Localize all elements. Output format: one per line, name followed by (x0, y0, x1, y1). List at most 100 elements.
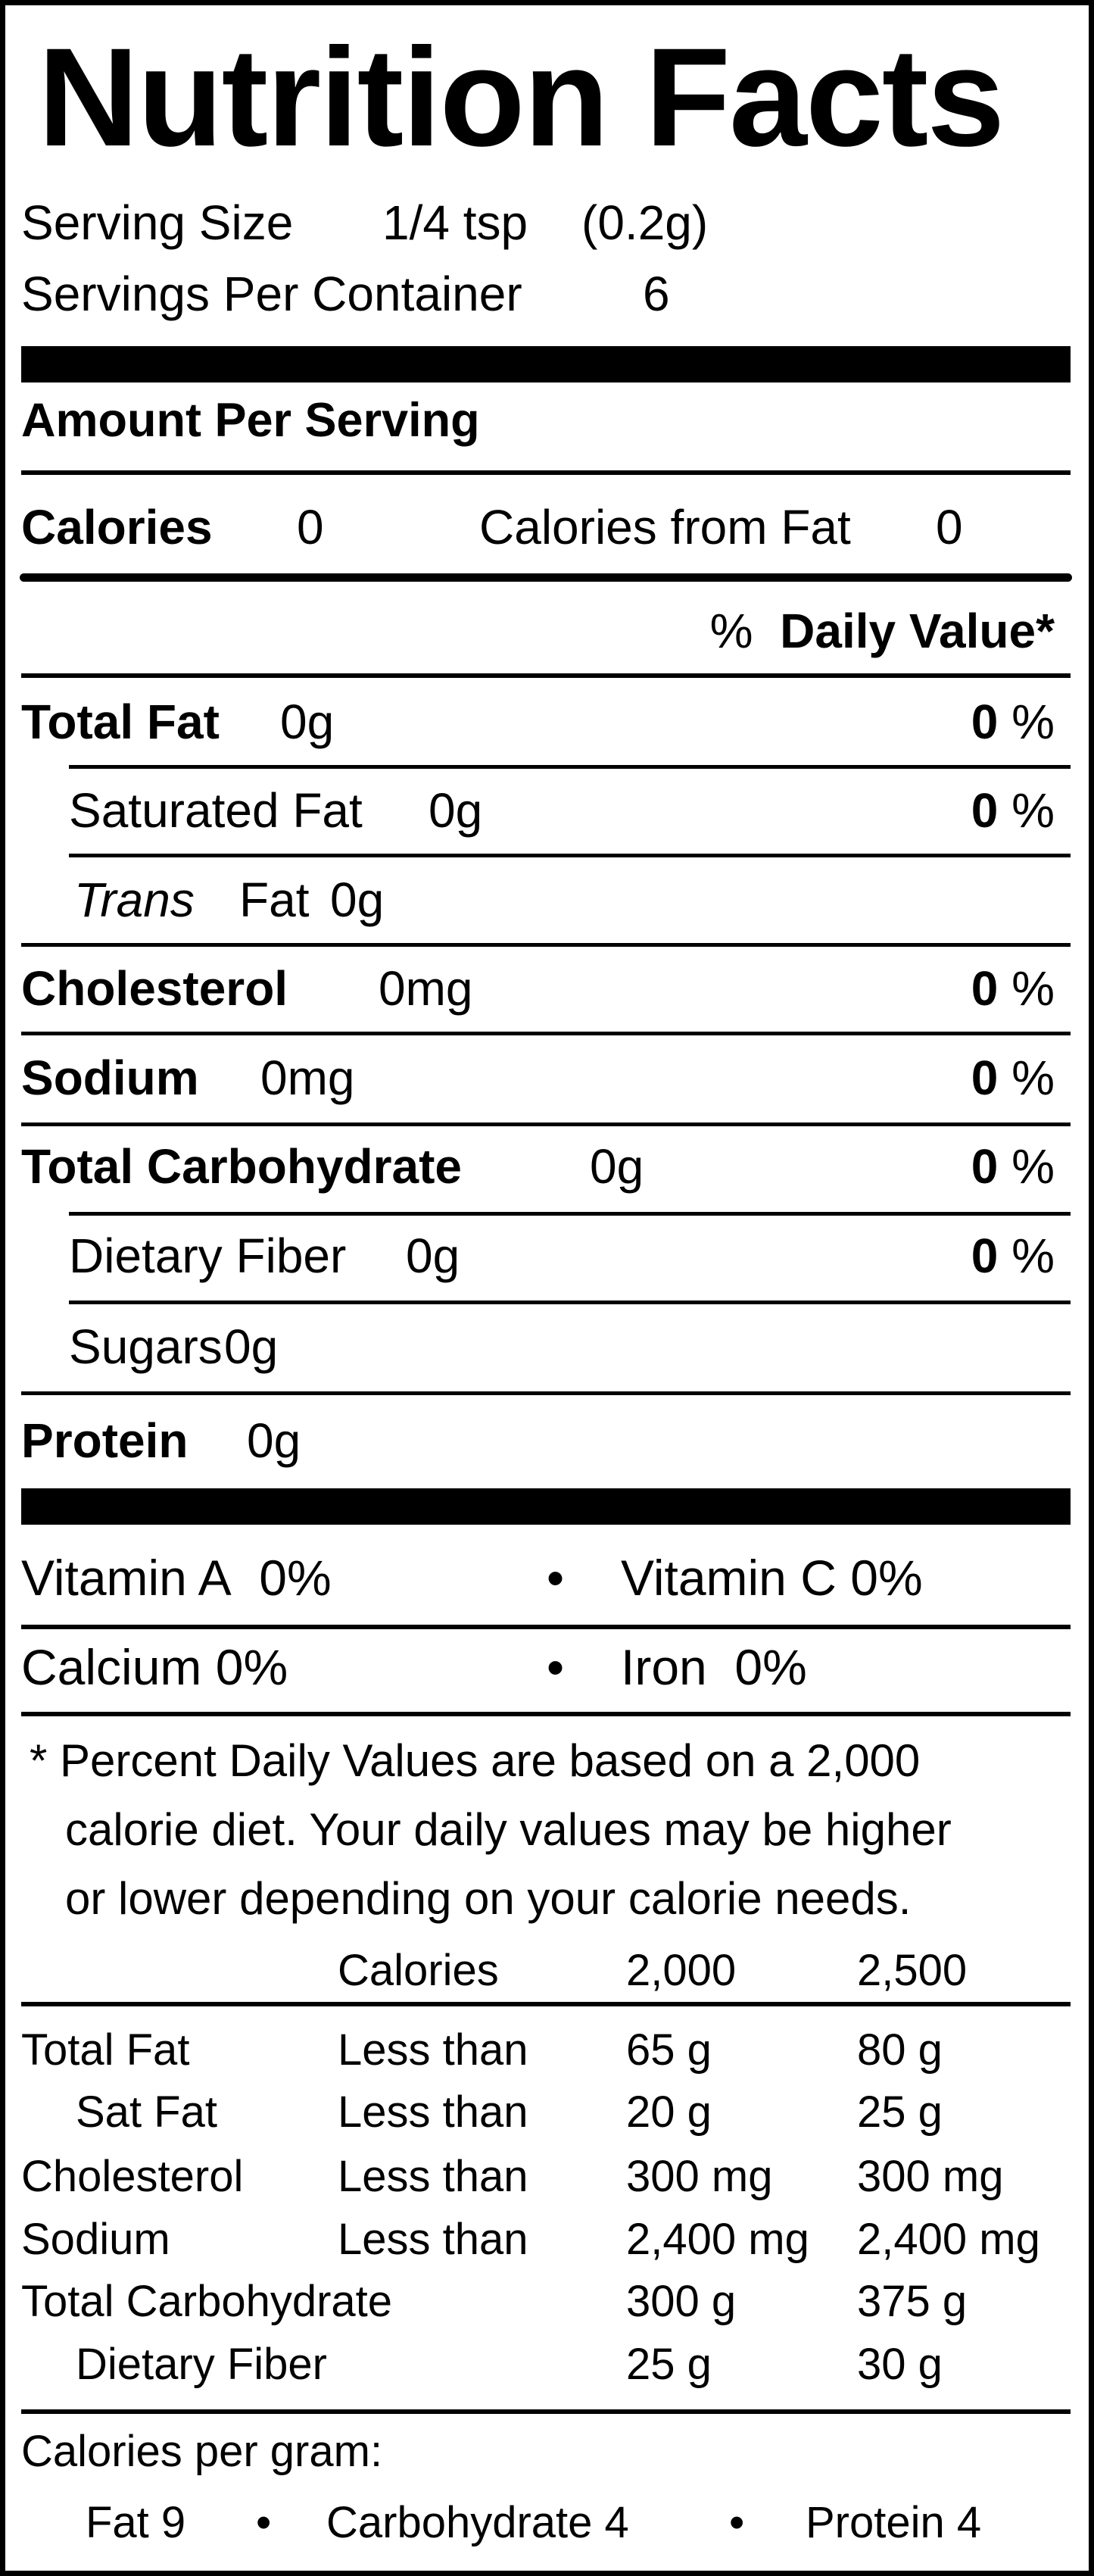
daily-value-header: % Daily Value* (710, 607, 1055, 655)
iron: Iron 0% (621, 1642, 807, 1692)
dv-unit: % (1011, 783, 1055, 838)
calories-per-gram-fat: Fat 9 (86, 2498, 186, 2547)
nutrient-amount-trans-fat: 0g (330, 873, 385, 927)
ref-row-qualifier: Less than (338, 2215, 528, 2264)
serving-size-label: Serving Size (21, 195, 294, 250)
vitamin-name: Calcium (21, 1639, 202, 1695)
divider (21, 2002, 1071, 2006)
thick-divider (21, 1488, 1071, 1525)
dv-sodium: 0 % (971, 1054, 1055, 1102)
ref-row-2000: 300 mg (626, 2152, 773, 2201)
dv-dietary-fiber: 0 % (971, 1232, 1055, 1280)
nutrient-amount-dietary-fiber: 0g (406, 1229, 460, 1283)
ref-row-2500: 80 g (857, 2025, 943, 2075)
divider (21, 1391, 1071, 1395)
nutrient-amount-total-fat: 0g (280, 695, 335, 749)
ref-row-qualifier: Less than (338, 2152, 528, 2201)
divider (21, 673, 1071, 678)
ref-header-2000: 2,000 (626, 1946, 737, 1995)
medium-divider (20, 573, 1072, 582)
ref-row-2500: 2,400 mg (857, 2215, 1040, 2264)
dv-unit: % (1011, 1139, 1055, 1194)
ref-row-name: Sat Fat (76, 2087, 217, 2137)
nutrient-name-total-carbohydrate: Total Carbohydrate (21, 1139, 462, 1194)
vitamin-c: Vitamin C 0% (621, 1553, 923, 1603)
nutrient-name-sugars: Sugars (69, 1319, 223, 1374)
ref-row-name: Dietary Fiber (76, 2340, 327, 2389)
divider (21, 1032, 1071, 1035)
vitamin-name: Iron (621, 1639, 707, 1695)
ref-header-calories: Calories (338, 1946, 499, 1995)
bullet: • (729, 2498, 745, 2547)
vitamin-name: Vitamin A (21, 1550, 232, 1606)
bullet: • (256, 2498, 272, 2547)
ref-row-2000: 300 g (626, 2277, 737, 2326)
nutrient-amount-sodium: 0mg (260, 1051, 355, 1105)
vitamin-value: 0% (259, 1550, 332, 1606)
dv-unit: % (1011, 695, 1055, 749)
footnote-line-1: * Percent Daily Values are based on a 2,… (30, 1735, 921, 1786)
calories-per-gram-carbohydrate: Carbohydrate 4 (326, 2498, 629, 2547)
ref-row-2000: 65 g (626, 2025, 712, 2075)
ref-row-2000: 2,400 mg (626, 2215, 809, 2264)
nutrient-name-saturated-fat: Saturated Fat (69, 783, 363, 838)
calories-per-gram-label: Calories per gram: (21, 2427, 383, 2476)
dv-total-carbohydrate: 0 % (971, 1142, 1055, 1191)
nutrient-amount-protein: 0g (247, 1413, 301, 1468)
bullet: • (547, 1639, 565, 1695)
thick-divider (21, 346, 1071, 382)
divider (69, 1300, 1071, 1304)
ref-row-2500: 25 g (857, 2087, 943, 2137)
ref-row-name: Total Fat (21, 2025, 190, 2075)
nutrient-name-protein: Protein (21, 1413, 189, 1468)
daily-value-label: Daily Value* (780, 604, 1055, 658)
ref-row-name: Sodium (21, 2215, 170, 2264)
bullet: • (547, 1550, 565, 1606)
dv-saturated-fat: 0 % (971, 786, 1055, 835)
serving-size-grams: (0.2g) (581, 195, 709, 250)
divider (69, 854, 1071, 857)
nutrient-amount-saturated-fat: 0g (429, 783, 483, 838)
vitamin-value: 0% (850, 1550, 923, 1606)
dv-unit: % (1011, 961, 1055, 1016)
calories-from-fat-value: 0 (936, 500, 963, 554)
amount-per-serving: Amount Per Serving (21, 394, 480, 447)
divider (69, 1212, 1071, 1216)
servings-per-container-value: 6 (643, 267, 670, 321)
calories-value: 0 (297, 500, 324, 554)
calories-from-fat-label: Calories from Fat (479, 500, 851, 554)
calories-per-gram-protein: Protein 4 (806, 2498, 982, 2547)
divider (21, 1625, 1071, 1629)
dv-unit: % (1011, 1051, 1055, 1105)
page-title: Nutrition Facts (38, 20, 1005, 176)
nutrient-name-trans: Trans (74, 873, 195, 927)
serving-size-value: 1/4 tsp (382, 195, 528, 250)
ref-row-2500: 30 g (857, 2340, 943, 2389)
dv-value: 0 (971, 1051, 999, 1105)
ref-row-2000: 25 g (626, 2340, 712, 2389)
divider (21, 1123, 1071, 1126)
ref-row-name: Total Carbohydrate (21, 2277, 393, 2326)
footnote-line-3: or lower depending on your calorie needs… (65, 1873, 912, 1924)
divider (21, 943, 1071, 947)
dv-value: 0 (971, 783, 999, 838)
nutrient-name-sodium: Sodium (21, 1051, 199, 1105)
vitamin-value: 0% (734, 1639, 807, 1695)
vitamin-a: Vitamin A 0% (21, 1553, 332, 1603)
ref-row-2500: 300 mg (857, 2152, 1004, 2201)
dv-value: 0 (971, 1229, 999, 1283)
dv-value: 0 (971, 695, 999, 749)
calcium: Calcium 0% (21, 1642, 288, 1692)
nutrient-name-cholesterol: Cholesterol (21, 961, 288, 1016)
footnote-line-2: calorie diet. Your daily values may be h… (65, 1804, 952, 1855)
nutrient-name-dietary-fiber: Dietary Fiber (69, 1229, 347, 1283)
divider (21, 2409, 1071, 2414)
divider (69, 765, 1071, 769)
divider (21, 470, 1071, 475)
ref-row-2500: 375 g (857, 2277, 968, 2326)
nutrient-amount-sugars: 0g (224, 1319, 279, 1374)
vitamin-value: 0% (215, 1639, 288, 1695)
dv-cholesterol: 0 % (971, 964, 1055, 1013)
dv-value: 0 (971, 961, 999, 1016)
